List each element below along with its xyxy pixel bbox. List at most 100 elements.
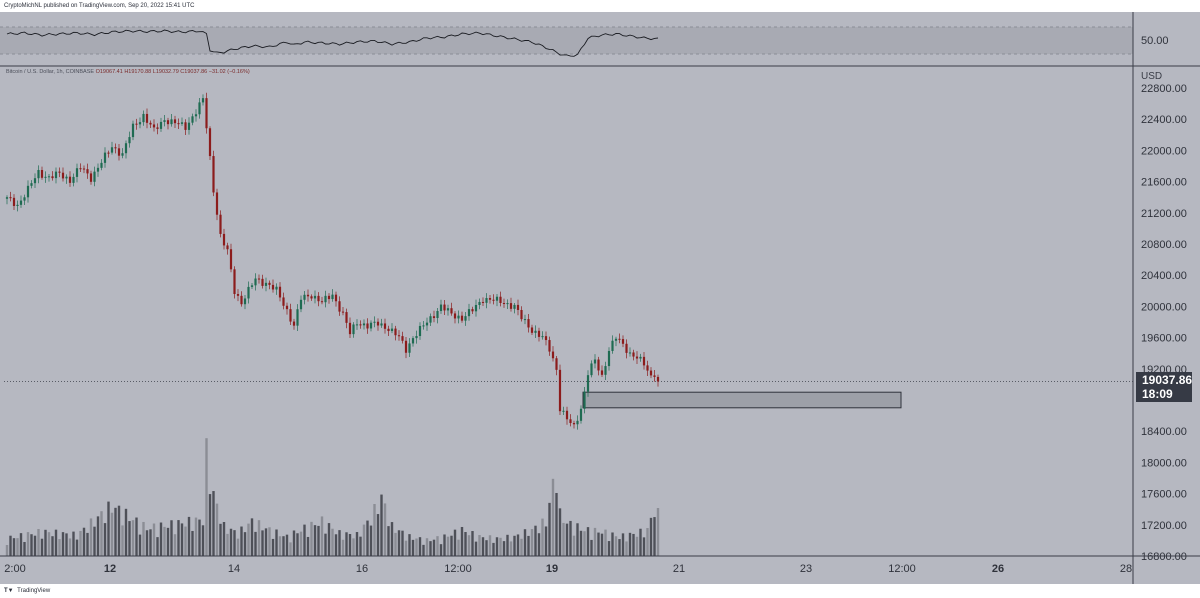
candle-body xyxy=(30,183,33,186)
time-tick-label: 28 xyxy=(1120,563,1132,575)
volume-bar xyxy=(597,532,600,556)
candle-body xyxy=(656,376,660,382)
volume-bar xyxy=(576,523,579,556)
candle-body xyxy=(191,116,194,123)
candle-body xyxy=(61,172,65,179)
candle-body xyxy=(642,356,646,366)
footer-bar: T▼ TradingView xyxy=(0,584,1200,598)
candle-body xyxy=(646,365,649,371)
candle-body xyxy=(72,176,75,183)
price-tick-label: 17600.00 xyxy=(1141,489,1187,501)
volume-bar xyxy=(79,530,82,556)
volume-bar xyxy=(187,516,191,556)
candle-body xyxy=(289,309,292,322)
candle-body xyxy=(317,295,320,302)
candle-body xyxy=(653,375,656,377)
candle-body xyxy=(537,330,541,337)
candle-body xyxy=(254,278,257,286)
candle-body xyxy=(390,328,394,332)
volume-bar xyxy=(411,539,415,556)
volume-bar xyxy=(51,536,54,556)
last-price-tag: 19037.86 18:09 xyxy=(1136,372,1192,402)
volume-bar xyxy=(457,539,460,556)
candle-body xyxy=(404,340,408,353)
candle-body xyxy=(121,153,124,156)
candle-body xyxy=(282,297,285,306)
candle-body xyxy=(408,343,411,353)
candle-body xyxy=(187,122,191,130)
rsi-band xyxy=(0,27,1133,54)
volume-bar xyxy=(184,526,187,556)
volume-bar xyxy=(9,535,12,556)
volume-bar xyxy=(128,521,131,556)
volume-bar xyxy=(383,503,387,556)
volume-bar xyxy=(191,530,194,556)
volume-bar xyxy=(103,523,107,556)
volume-pane xyxy=(5,438,660,556)
volume-bar xyxy=(194,517,198,556)
candle-body xyxy=(149,122,152,125)
volume-bar xyxy=(149,529,152,556)
candle-body xyxy=(597,359,600,371)
volume-bar xyxy=(33,535,37,556)
candle-body xyxy=(89,173,93,182)
candle-body xyxy=(194,114,198,117)
volume-bar xyxy=(229,528,233,556)
candle-body xyxy=(226,245,229,250)
volume-bar xyxy=(201,525,205,556)
candle-body xyxy=(401,336,404,341)
volume-bar xyxy=(429,541,432,556)
volume-bar xyxy=(471,531,474,556)
candle-body xyxy=(534,330,537,333)
volume-bar xyxy=(320,516,324,556)
candle-body xyxy=(513,304,516,309)
symbol-title: Bitcoin / U.S. Dollar, 1h, COINBASE xyxy=(6,69,95,75)
candle-body xyxy=(131,123,135,138)
volume-bar xyxy=(425,538,429,556)
volume-bar xyxy=(19,533,23,556)
candle-body xyxy=(142,113,145,123)
candle-body xyxy=(208,128,212,157)
time-tick-label: 26 xyxy=(992,563,1004,575)
volume-bar xyxy=(376,514,380,556)
candle-body xyxy=(541,336,544,338)
price-tick-label: 21200.00 xyxy=(1141,208,1187,220)
candle-body xyxy=(285,305,289,310)
volume-bar xyxy=(93,526,96,556)
candle-body xyxy=(464,316,467,321)
volume-bar xyxy=(415,538,418,556)
volume-bar xyxy=(215,503,219,556)
volume-bar xyxy=(348,534,352,556)
candle-body xyxy=(117,148,121,156)
candle-body xyxy=(607,350,611,367)
volume-bar xyxy=(334,534,338,556)
candle-body xyxy=(261,278,264,286)
candle-body xyxy=(359,324,362,326)
candle-body xyxy=(96,167,100,172)
published-text: CryptoMichNL published on TradingView.co… xyxy=(4,3,195,9)
candle-body xyxy=(373,321,376,323)
volume-bar xyxy=(23,541,26,556)
candle-body xyxy=(173,119,177,124)
candle-body xyxy=(58,171,61,173)
volume-bar xyxy=(516,534,520,556)
volume-bar xyxy=(590,539,593,556)
candle-body xyxy=(376,321,380,326)
candle-body xyxy=(632,352,635,357)
volume-bar xyxy=(544,526,548,556)
volume-bar xyxy=(390,522,394,556)
candle-body xyxy=(233,269,236,295)
volume-bar xyxy=(299,531,303,556)
candle-body xyxy=(257,278,261,280)
candle-body xyxy=(198,102,201,115)
candle-body xyxy=(544,336,548,341)
candle-body xyxy=(348,322,352,335)
candle-body xyxy=(100,162,103,168)
volume-bar xyxy=(509,541,513,556)
volume-bar xyxy=(96,516,100,556)
candle-body xyxy=(184,122,187,130)
candle-body xyxy=(243,298,247,305)
candle-body xyxy=(68,176,72,183)
volume-bar xyxy=(61,532,65,556)
